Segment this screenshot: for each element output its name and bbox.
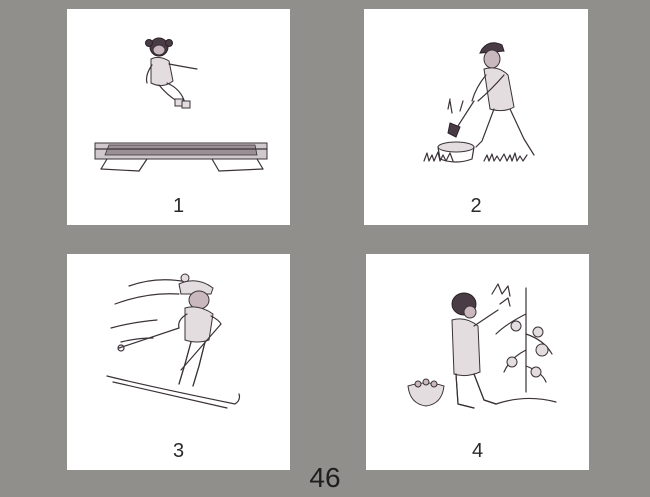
picture-card-3[interactable]: 3 [67, 254, 290, 470]
picture-card-1[interactable]: 1 [67, 9, 290, 225]
skiing-illustration [106, 273, 241, 409]
card-number: 4 [471, 440, 484, 462]
card-number: 2 [470, 195, 482, 217]
picture-card-4[interactable]: 4 [366, 254, 589, 470]
picture-card-2[interactable]: 2 [364, 9, 588, 225]
chopping-wood-illustration [423, 42, 535, 163]
trampoline-jump-illustration [94, 37, 268, 172]
picking-tomatoes-illustration [407, 283, 557, 409]
card-number: 3 [172, 440, 185, 462]
page-number: 46 [309, 462, 341, 493]
card-number: 1 [172, 195, 185, 217]
